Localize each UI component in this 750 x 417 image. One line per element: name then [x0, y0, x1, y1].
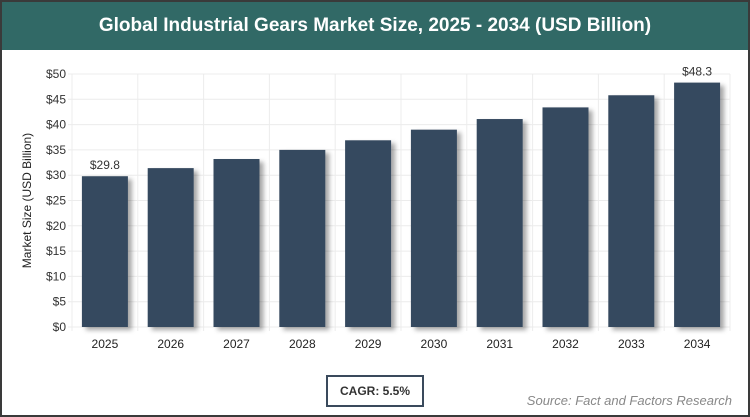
x-tick-label: 2030 — [421, 337, 448, 351]
x-tick-label: 2025 — [92, 337, 119, 351]
y-tick-label: $45 — [46, 92, 66, 106]
x-tick-label: 2026 — [157, 337, 184, 351]
x-tick-label: 2031 — [486, 337, 513, 351]
x-tick-label: 2028 — [289, 337, 316, 351]
y-tick-label: $20 — [46, 219, 66, 233]
data-label: $48.3 — [682, 65, 712, 79]
y-tick-label: $5 — [53, 295, 67, 309]
x-tick-label: 2029 — [355, 337, 382, 351]
data-label: $29.8 — [90, 158, 120, 172]
x-tick-label: 2033 — [618, 337, 645, 351]
y-tick-label: $0 — [53, 320, 67, 334]
y-tick-label: $35 — [46, 143, 66, 157]
y-axis-label: Market Size (USD Billion) — [20, 133, 34, 268]
x-tick-label: 2027 — [223, 337, 250, 351]
bar-2025 — [81, 176, 128, 327]
x-tick-label: 2032 — [552, 337, 579, 351]
chart-title: Global Industrial Gears Market Size, 202… — [2, 2, 748, 50]
bar-2031 — [476, 119, 523, 327]
bar-2030 — [410, 129, 457, 327]
bar-2032 — [542, 107, 589, 328]
y-tick-label: $30 — [46, 168, 66, 182]
bar-2029 — [345, 140, 392, 327]
source-note: Source: Fact and Factors Research — [526, 393, 732, 408]
y-tick-label: $15 — [46, 244, 66, 258]
x-tick-label: 2034 — [684, 337, 711, 351]
y-tick-label: $25 — [46, 194, 66, 208]
y-tick-label: $50 — [46, 67, 66, 81]
bar-2027 — [213, 159, 260, 327]
bar-2028 — [279, 149, 326, 327]
bar-2033 — [608, 95, 655, 327]
y-tick-label: $10 — [46, 269, 66, 283]
bar-2026 — [147, 168, 194, 327]
bar-2034 — [674, 82, 721, 328]
y-tick-label: $40 — [46, 118, 66, 132]
cagr-badge: CAGR: 5.5% — [326, 375, 424, 407]
